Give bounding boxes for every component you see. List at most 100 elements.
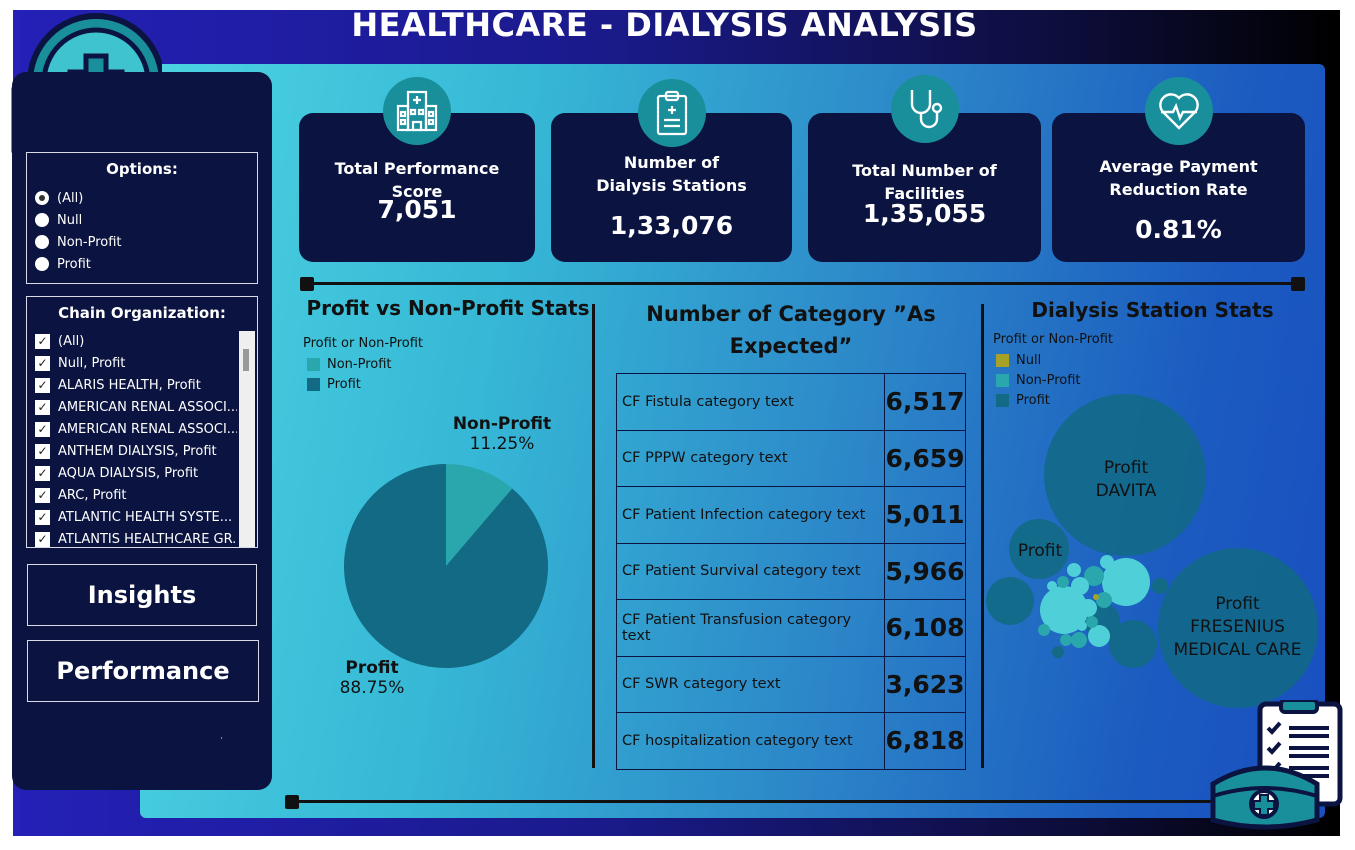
option-null[interactable]: Null	[27, 209, 257, 231]
chain-item[interactable]: ✓ ANTHEM DIALYSIS, Profit	[27, 440, 237, 462]
option-profit[interactable]: Profit	[27, 253, 257, 275]
bubble-legend-item: Non-Profit	[996, 373, 1081, 388]
kpi-label: Total Number of Facilities	[852, 161, 997, 203]
divider-end	[285, 795, 299, 809]
chain-item[interactable]: ✓ ATLANTIC HEALTH SYSTE...	[27, 506, 237, 528]
chain-item[interactable]: ✓ Null, Profit	[27, 352, 237, 374]
legend-label: Profit	[327, 377, 361, 392]
chain-item-label: ATLANTIC HEALTH SYSTE...	[58, 509, 233, 525]
legend-label: Non-Profit	[1016, 373, 1081, 388]
table-row: CF Patient Survival category text 5,966	[616, 542, 966, 600]
bubble-label-line: MEDICAL CARE	[1173, 640, 1302, 660]
hospital-building-icon	[383, 77, 451, 145]
nurse-checklist-icon	[1210, 700, 1343, 830]
checkbox-checked-icon[interactable]: ✓	[35, 465, 50, 481]
kpi-card-payment-reduction: Average Payment Reduction Rate 0.81%	[1052, 77, 1305, 262]
table-row: CF Patient Transfusion category text 6,10…	[616, 599, 966, 657]
checkbox-checked-icon[interactable]: ✓	[35, 333, 50, 349]
bubble	[1100, 555, 1114, 569]
section-divider	[981, 304, 984, 768]
checkbox-checked-icon[interactable]: ✓	[35, 355, 50, 371]
chain-item-label: AMERICAN RENAL ASSOCI...	[58, 399, 237, 415]
stethoscope-icon	[890, 75, 959, 143]
chain-item-label: ANTHEM DIALYSIS, Profit	[58, 443, 217, 459]
chain-organization-filter: Chain Organization: ✓ (All) ✓ Null, Profit…	[26, 296, 258, 548]
checkbox-checked-icon[interactable]: ✓	[35, 487, 50, 503]
heart-pulse-icon	[1144, 77, 1213, 145]
bubble	[1060, 634, 1072, 646]
scrollbar-thumb[interactable]	[243, 349, 249, 371]
category-value-cell: 6,517	[884, 373, 966, 431]
category-value-cell: 5,966	[884, 542, 966, 600]
bubble	[1057, 576, 1069, 588]
option-non-profit[interactable]: Non-Profit	[27, 231, 257, 253]
insights-button[interactable]: Insights	[27, 564, 257, 626]
section-divider	[592, 304, 595, 768]
table-row: CF PPPW category text 6,659	[616, 429, 966, 487]
bubble	[1079, 599, 1097, 617]
chain-item[interactable]: ✓ AQUA DIALYSIS, Profit	[27, 462, 237, 484]
pie-chart-title: Profit vs Non-Profit Stats	[306, 296, 590, 320]
legend-swatch-profit	[996, 394, 1009, 407]
bubble-legend-item: Profit	[996, 393, 1050, 408]
bubble-label-line: FRESENIUS	[1190, 617, 1285, 637]
radio-icon[interactable]	[35, 235, 49, 249]
bubble	[1084, 566, 1104, 586]
bubble-label-line: Profit	[1215, 594, 1260, 614]
bubble-label-davita: Profit DAVITA	[1076, 457, 1176, 503]
category-name-cell: CF Patient Survival category text	[616, 542, 885, 600]
table-row: CF SWR category text 3,623	[616, 655, 966, 713]
option-label: Null	[57, 212, 83, 228]
chain-item-label: AMERICAN RENAL ASSOCI...	[58, 421, 237, 437]
category-name-cell: CF PPPW category text	[616, 429, 885, 487]
bottom-divider	[290, 800, 1260, 803]
chain-item[interactable]: ✓ AMERICAN RENAL ASSOCI...	[27, 418, 237, 440]
pie-slice-non-profit	[446, 464, 513, 566]
bubble	[1086, 616, 1098, 628]
chain-item[interactable]: ✓ ARC, Profit	[27, 484, 237, 506]
checkbox-checked-icon[interactable]: ✓	[35, 399, 50, 415]
option-label: (All)	[57, 190, 84, 206]
bubble	[986, 577, 1034, 625]
category-name-cell: CF Patient Transfusion category text	[616, 599, 885, 657]
option-label: Non-Profit	[57, 234, 122, 250]
legend-swatch-non-profit	[307, 358, 320, 371]
chain-item[interactable]: ✓ AMERICAN RENAL ASSOCI...	[27, 396, 237, 418]
chain-item-label: AQUA DIALYSIS, Profit	[58, 465, 199, 481]
chain-item[interactable]: ✓ ALARIS HEALTH, Profit	[27, 374, 237, 396]
pie-slice-category: Profit	[345, 658, 399, 678]
chain-scrollbar[interactable]	[239, 331, 255, 547]
pie-legend-item: Profit	[307, 377, 361, 392]
radio-icon[interactable]	[35, 213, 49, 227]
option-all[interactable]: (All)	[27, 187, 257, 209]
category-table: CF Fistula category text 6,517 CF PPPW cat…	[616, 373, 966, 770]
pie-legend-title: Profit or Non-Profit	[303, 336, 423, 351]
kpi-label: Number of Dialysis Stations	[596, 153, 747, 195]
radio-selected-icon[interactable]	[35, 191, 49, 205]
checkbox-checked-icon[interactable]: ✓	[35, 531, 50, 547]
bubble	[1088, 625, 1110, 647]
bubble-davita	[1044, 394, 1206, 556]
radio-icon[interactable]	[35, 257, 49, 271]
bubble	[1109, 620, 1157, 668]
category-value-cell: 6,818	[884, 712, 966, 770]
category-table-title: Number of Category ”As Expected”	[646, 302, 936, 358]
sidebar: Options: (All) Null Non-Profit Profit Ch…	[12, 72, 272, 790]
pie-label-non-profit: Non-Profit 11.25%	[452, 414, 552, 454]
bubble-legend-item: Null	[996, 353, 1041, 368]
performance-button[interactable]: Performance	[27, 640, 259, 702]
pie-slice-percent: 88.75%	[339, 678, 405, 698]
kpi-label: Average Payment Reduction Rate	[1099, 157, 1258, 199]
bubble	[1047, 581, 1057, 591]
chain-item[interactable]: ✓ ATLANTIS HEALTHCARE GR...	[27, 528, 237, 547]
bubble	[1052, 646, 1064, 658]
category-value-cell: 6,659	[884, 429, 966, 487]
kpi-label: Total Performance Score	[334, 159, 500, 201]
bubble	[1071, 632, 1087, 648]
checkbox-checked-icon[interactable]: ✓	[35, 421, 50, 437]
chain-item[interactable]: ✓ (All)	[27, 330, 237, 352]
checkbox-checked-icon[interactable]: ✓	[35, 377, 50, 393]
table-row: CF hospitalization category text 6,818	[616, 712, 966, 770]
checkbox-checked-icon[interactable]: ✓	[35, 443, 50, 459]
checkbox-checked-icon[interactable]: ✓	[35, 509, 50, 525]
